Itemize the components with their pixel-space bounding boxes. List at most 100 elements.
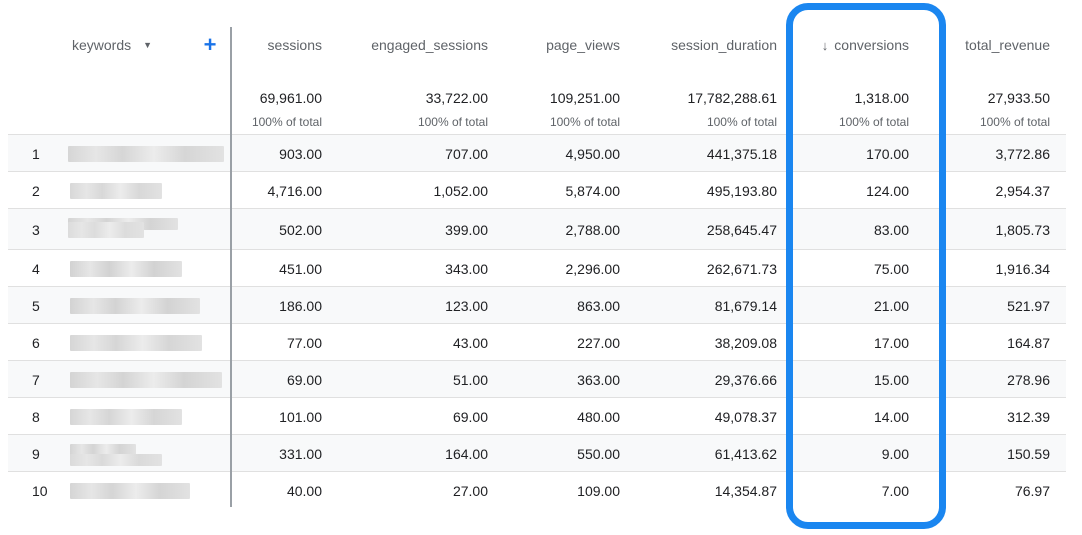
cell-session-duration: 49,078.37 [714, 408, 777, 425]
redacted-keyword-blur [70, 371, 222, 388]
sort-down-arrow-icon: ↓ [821, 37, 829, 53]
keyword-cell-redacted[interactable] [8, 472, 230, 509]
redacted-keyword-blur [68, 221, 144, 238]
cell-page-views: 2,296.00 [565, 260, 621, 277]
redacted-keyword-blur [70, 453, 162, 466]
column-header-conversions[interactable]: ↓ conversions [821, 37, 909, 53]
cell-session-duration: 81,679.14 [714, 297, 777, 314]
cell-page-views: 109.00 [577, 482, 620, 499]
totals-row: 69,961.00 100% of total 33,722.00 100% of t… [8, 84, 1066, 134]
cell-engaged-sessions: 69.00 [452, 408, 488, 425]
total-sessions: 69,961.00 100% of total [240, 84, 330, 134]
cell-sessions: 77.00 [286, 334, 322, 351]
cell-total-revenue: 521.97 [1007, 297, 1050, 314]
redacted-keyword-blur [70, 260, 182, 277]
row-rank: 7 [32, 371, 40, 388]
total-value: 109,251.00 [549, 89, 620, 106]
cell-total-revenue: 76.97 [1014, 482, 1050, 499]
keyword-cell-redacted[interactable] [8, 287, 230, 324]
cell-page-views: 550.00 [577, 445, 620, 462]
cell-total-revenue: 312.39 [1007, 408, 1050, 425]
keyword-cell-redacted[interactable] [8, 172, 230, 209]
cell-engaged-sessions: 1,052.00 [433, 182, 489, 199]
cell-sessions: 331.00 [279, 445, 322, 462]
total-percent-label: 100% of total [417, 114, 488, 129]
total-total-revenue: 27,933.50 100% of total [917, 84, 1058, 134]
cell-sessions: 186.00 [279, 297, 322, 314]
table-row[interactable]: 5 186.00 123.00 863.00 81,679.14 21.00 521.97 [8, 286, 1066, 324]
total-engaged-sessions: 33,722.00 100% of total [330, 84, 496, 134]
cell-session-duration: 262,671.73 [706, 260, 777, 277]
total-percent-label: 100% of total [549, 114, 620, 129]
keyword-cell-redacted[interactable] [8, 435, 230, 472]
cell-engaged-sessions: 51.00 [452, 371, 488, 388]
redacted-keyword-blur [70, 408, 182, 425]
cell-total-revenue: 1,916.34 [995, 260, 1051, 277]
keyword-cell-redacted[interactable] [8, 135, 230, 172]
keyword-cell-redacted[interactable] [8, 324, 230, 361]
total-conversions: 1,318.00 100% of total [785, 84, 917, 134]
cell-engaged-sessions: 343.00 [445, 260, 488, 277]
cell-engaged-sessions: 399.00 [445, 221, 488, 238]
table-row[interactable]: 8 101.00 69.00 480.00 49,078.37 14.00 312.39 [8, 397, 1066, 435]
cell-conversions: 17.00 [873, 334, 909, 351]
table-row[interactable]: 3 502.00 399.00 2,788.00 258,645.47 83.00 1,80… [8, 208, 1066, 250]
cell-conversions: 15.00 [873, 371, 909, 388]
total-session-duration: 17,782,288.61 100% of total [628, 84, 785, 134]
redacted-keyword-blur [70, 182, 162, 199]
total-percent-label: 100% of total [838, 114, 909, 129]
cell-session-duration: 14,354.87 [714, 482, 777, 499]
table-row[interactable]: 9 331.00 164.00 550.00 61,413.62 9.00 150.59 [8, 434, 1066, 472]
row-rank: 9 [32, 445, 40, 462]
column-header-page-views[interactable]: page_views [546, 37, 620, 53]
table-row[interactable]: 10 40.00 27.00 109.00 14,354.87 7.00 76.97 [8, 471, 1066, 509]
cell-session-duration: 29,376.66 [714, 371, 777, 388]
total-value: 27,933.50 [987, 89, 1050, 106]
column-header-total-revenue[interactable]: total_revenue [965, 37, 1050, 53]
dimension-column-divider[interactable] [230, 27, 232, 507]
row-rank: 8 [32, 408, 40, 425]
table-row[interactable]: 7 69.00 51.00 363.00 29,376.66 15.00 278.96 [8, 360, 1066, 398]
total-value: 69,961.00 [259, 89, 322, 106]
plus-icon: + [203, 32, 217, 57]
cell-page-views: 480.00 [577, 408, 620, 425]
cell-sessions: 69.00 [286, 371, 322, 388]
cell-session-duration: 61,413.62 [714, 445, 777, 462]
table-row[interactable]: 2 4,716.00 1,052.00 5,874.00 495,193.80 124.0… [8, 171, 1066, 209]
table-row[interactable]: 6 77.00 43.00 227.00 38,209.08 17.00 164.87 [8, 323, 1066, 361]
keyword-cell-redacted[interactable] [8, 398, 230, 435]
table-row[interactable]: 4 451.00 343.00 2,296.00 262,671.73 75.00 1,91… [8, 249, 1066, 287]
keyword-cell-redacted[interactable] [8, 361, 230, 398]
cell-total-revenue: 150.59 [1007, 445, 1050, 462]
cell-total-revenue: 164.87 [1007, 334, 1050, 351]
add-dimension-button[interactable]: + [198, 27, 222, 63]
keyword-cell-redacted[interactable] [8, 250, 230, 287]
cell-session-duration: 495,193.80 [706, 182, 777, 199]
cell-engaged-sessions: 27.00 [452, 482, 488, 499]
column-header-engaged-sessions[interactable]: engaged_sessions [371, 37, 488, 53]
cell-session-duration: 258,645.47 [706, 221, 777, 238]
total-percent-label: 100% of total [706, 114, 777, 129]
cell-sessions: 4,716.00 [267, 182, 323, 199]
row-rank: 10 [32, 482, 48, 499]
column-header-sessions[interactable]: sessions [267, 37, 322, 53]
cell-conversions: 124.00 [866, 182, 909, 199]
cell-engaged-sessions: 123.00 [445, 297, 488, 314]
cell-session-duration: 441,375.18 [706, 145, 777, 162]
keywords-header[interactable]: keywords ▼ [72, 27, 182, 63]
redacted-keyword-blur [70, 443, 136, 456]
redacted-keyword-blur [70, 482, 190, 499]
table-row[interactable]: 1 903.00 707.00 4,950.00 441,375.18 170.00 3,7… [8, 134, 1066, 172]
cell-page-views: 363.00 [577, 371, 620, 388]
cell-engaged-sessions: 707.00 [445, 145, 488, 162]
caret-down-icon[interactable]: ▼ [143, 40, 153, 50]
row-rank: 3 [32, 221, 40, 238]
cell-total-revenue: 2,954.37 [995, 182, 1051, 199]
cell-sessions: 903.00 [279, 145, 322, 162]
cell-engaged-sessions: 164.00 [445, 445, 488, 462]
column-header-session-duration[interactable]: session_duration [671, 37, 777, 53]
cell-page-views: 4,950.00 [565, 145, 621, 162]
cell-page-views: 227.00 [577, 334, 620, 351]
keyword-cell-redacted[interactable] [8, 209, 230, 250]
cell-total-revenue: 278.96 [1007, 371, 1050, 388]
